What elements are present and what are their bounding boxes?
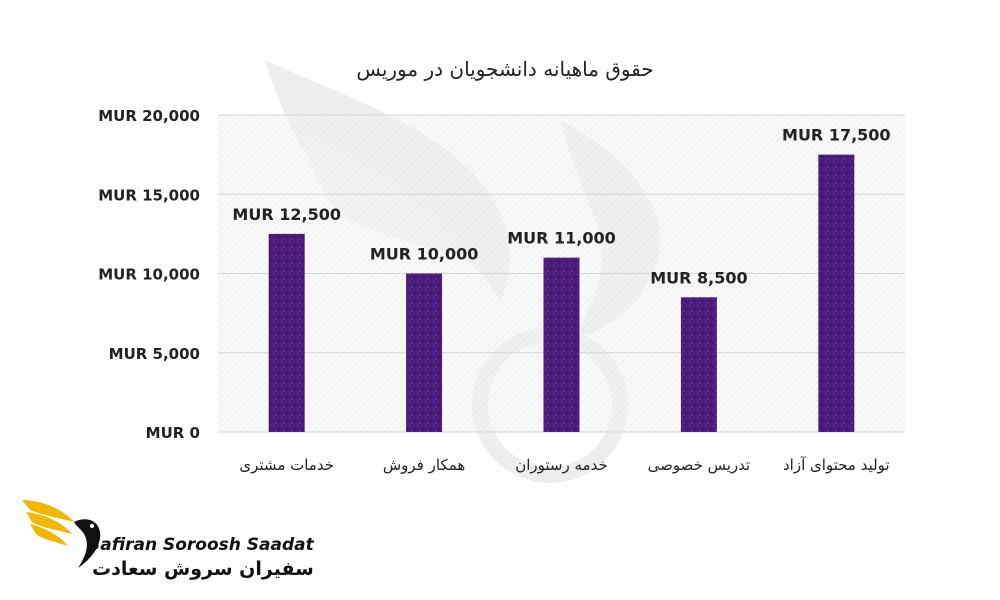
chart-title: حقوق ماهیانه دانشجویان در موریس (356, 57, 653, 81)
y-tick-label: MUR 10,000 (98, 266, 200, 284)
bar (543, 257, 580, 432)
bar (406, 273, 443, 432)
data-label: MUR 11,000 (507, 229, 616, 248)
data-labels: MUR 12,500 MUR 10,000 MUR 11,000 MUR 8,500 M… (232, 126, 890, 288)
y-axis: MUR 0 MUR 5,000 MUR 10,000 MUR 15,000 MUR 20… (98, 107, 200, 442)
brand-logo: Safiran Soroosh Saadat سفیران سروش سعادت (22, 500, 315, 580)
x-tick-label: تدریس خصوصی (648, 456, 751, 474)
x-tick-label: تولید محتوای آزاد (783, 456, 890, 474)
y-tick-label: MUR 15,000 (98, 186, 200, 204)
bird-logo-icon (22, 500, 101, 568)
data-label: MUR 8,500 (650, 268, 747, 287)
y-tick-label: MUR 0 (146, 424, 200, 442)
data-label: MUR 17,500 (782, 126, 891, 145)
data-label: MUR 10,000 (370, 245, 479, 264)
data-label: MUR 12,500 (232, 205, 341, 224)
bars (268, 154, 855, 432)
y-tick-label: MUR 20,000 (98, 107, 200, 125)
y-tick-label: MUR 5,000 (109, 345, 200, 363)
bar (818, 154, 855, 432)
x-axis: خدمات مشتری همکار فروش خدمه رستوران تدریس خ… (239, 456, 889, 474)
x-tick-label: خدمه رستوران (515, 456, 608, 474)
x-tick-label: همکار فروش (383, 456, 466, 474)
brand-name-en: Safiran Soroosh Saadat (88, 535, 315, 555)
bar (680, 297, 717, 432)
brand-name-fa: سفیران سروش سعادت (92, 558, 314, 580)
x-tick-label: خدمات مشتری (239, 456, 334, 474)
bar (268, 233, 305, 432)
